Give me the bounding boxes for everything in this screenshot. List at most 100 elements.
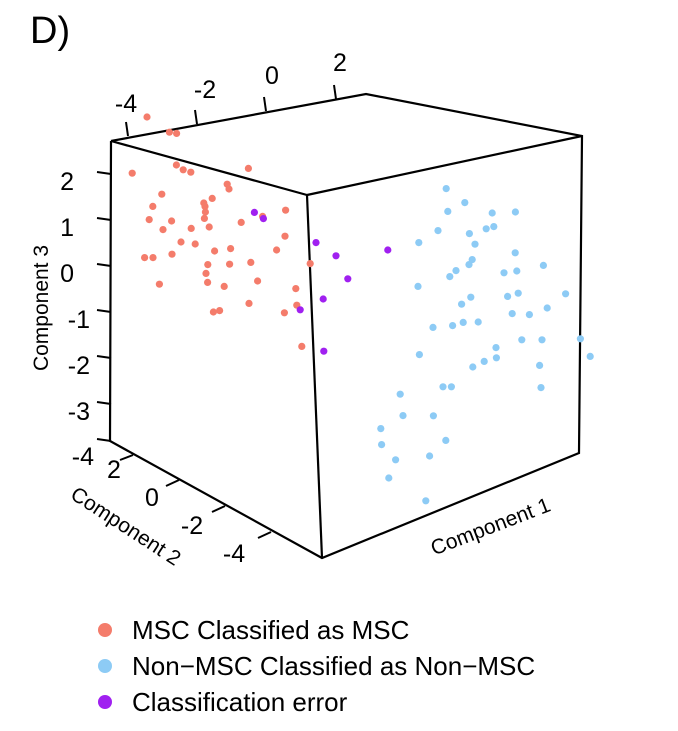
data-point-non-msc [468, 256, 476, 264]
scatter-3d-plot: -4 -2 0 2 2 1 0 -1 -2 -3 -4 Component 3 … [30, 49, 594, 571]
data-point-msc [225, 185, 233, 193]
data-point-msc [159, 226, 167, 234]
data-point-non-msc [518, 336, 526, 344]
data-point-msc [155, 280, 163, 288]
data-point-msc [282, 206, 290, 214]
z-axis-labels: 2 1 0 -1 -2 -3 -4 [60, 168, 94, 471]
data-point-msc [254, 277, 262, 285]
data-point-error [296, 306, 304, 314]
data-point-non-msc [500, 269, 508, 277]
data-point-msc [204, 261, 212, 269]
data-point-non-msc [511, 208, 519, 216]
data-point-non-msc [377, 425, 385, 433]
y-axis-ticks [119, 454, 272, 539]
data-point-non-msc [459, 318, 467, 326]
x-axis-title: Component 1 [428, 494, 554, 561]
data-point-msc [143, 113, 151, 121]
data-point-error [320, 347, 328, 355]
data-point-msc [292, 285, 300, 293]
data-point-non-msc [513, 267, 521, 275]
y-tick-label: -2 [181, 512, 203, 540]
data-point-msc [273, 246, 281, 254]
y-axis-title: Component 2 [66, 483, 184, 571]
data-point-error [250, 208, 258, 216]
data-point-non-msc [442, 436, 450, 444]
data-point-msc [281, 232, 289, 240]
top-tick-label: 2 [333, 49, 347, 77]
data-point-msc [244, 164, 252, 172]
z-tick-mark [96, 438, 112, 442]
data-point-error [312, 239, 320, 247]
data-point-non-msc [492, 344, 500, 352]
box-outline [108, 92, 584, 560]
z-tick-label: -1 [68, 306, 90, 334]
data-point-non-msc [536, 361, 544, 369]
data-point-msc [128, 169, 136, 177]
data-point-non-msc [465, 230, 473, 238]
y-tick-label: -4 [223, 540, 245, 568]
legend-dot-non-msc [98, 659, 112, 673]
data-point-error [332, 252, 340, 260]
data-point-non-msc [458, 300, 466, 308]
y-tick-mark [257, 531, 272, 539]
data-point-msc [247, 258, 255, 266]
data-point-msc [237, 218, 245, 226]
data-point-msc [205, 223, 213, 231]
data-point-msc [220, 282, 228, 290]
data-point-non-msc [378, 441, 386, 449]
z-tick-label: 0 [60, 260, 74, 288]
z-tick-label: -2 [68, 352, 90, 380]
top-tick-label: -4 [115, 90, 137, 118]
data-point-non-msc [446, 273, 454, 281]
z-tick-mark [96, 355, 112, 359]
data-point-non-msc [392, 456, 400, 464]
legend-dot-error [98, 695, 112, 709]
data-point-msc [201, 202, 209, 210]
data-point-non-msc [415, 351, 423, 359]
data-point-non-msc [447, 383, 455, 391]
z-tick-label: -4 [72, 443, 94, 471]
data-point-non-msc [415, 239, 423, 247]
data-point-non-msc [508, 310, 516, 318]
data-point-msc [149, 202, 157, 210]
z-tick-mark [96, 401, 112, 405]
data-point-msc [173, 129, 181, 137]
data-point-non-msc [474, 318, 482, 326]
data-point-non-msc [461, 199, 469, 207]
z-tick-label: -3 [68, 398, 90, 426]
y-tick-mark [211, 505, 226, 513]
data-point-msc [145, 216, 153, 224]
legend-label-non-msc: Non−MSC Classified as Non−MSC [132, 650, 536, 681]
panel-label: D) [30, 10, 71, 52]
y-tick-label: 0 [145, 484, 159, 512]
z-tick-mark [96, 263, 112, 267]
z-tick-label: 2 [60, 168, 74, 196]
data-point-msc [141, 254, 149, 262]
data-point-non-msc [504, 292, 512, 300]
legend-item-error: Classification error [98, 684, 535, 720]
data-point-non-msc [514, 289, 522, 297]
data-point-msc [168, 250, 176, 258]
data-point-non-msc [480, 357, 488, 365]
top-tick-mark [333, 84, 337, 100]
data-point-non-msc [444, 207, 452, 215]
data-point-msc [158, 190, 166, 198]
data-point-non-msc [467, 293, 475, 301]
data-point-non-msc [511, 249, 519, 257]
data-point-non-msc [539, 261, 548, 269]
data-point-msc [187, 224, 195, 232]
data-point-error [384, 246, 392, 254]
legend: MSC Classified as MSC Non−MSC Classified… [98, 612, 535, 720]
data-point-error [259, 215, 267, 223]
data-point-non-msc [525, 311, 534, 319]
data-point-msc [306, 260, 314, 268]
data-point-non-msc [488, 209, 496, 217]
box-edge-front-vertical [305, 194, 324, 559]
data-point-msc [226, 260, 234, 268]
data-point-non-msc [562, 290, 570, 298]
data-point-msc [245, 299, 253, 307]
data-point-non-msc [429, 323, 437, 331]
data-point-msc [202, 269, 210, 277]
data-point-msc [208, 194, 216, 202]
data-point-non-msc [422, 497, 430, 505]
